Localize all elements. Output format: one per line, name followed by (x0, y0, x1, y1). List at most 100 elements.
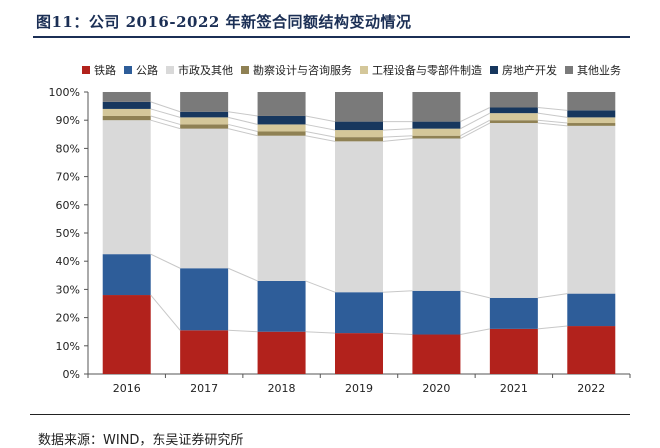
y-tick-label: 50% (56, 227, 80, 240)
bar-segment (567, 92, 616, 111)
series-connector-line (460, 107, 491, 123)
legend-label: 铁路 (94, 64, 116, 77)
series-connector-line (150, 108, 181, 118)
bar-segment (102, 92, 151, 102)
series-connector-line (305, 115, 336, 123)
bar-segment (567, 123, 616, 126)
bar-segment (257, 280, 306, 332)
legend-item: 工程设备与零部件制造 (360, 62, 482, 78)
bar-segment (412, 138, 461, 291)
bar-segment (335, 121, 383, 131)
series-connector-line (150, 115, 181, 125)
legend-item: 房地产开发 (490, 62, 557, 78)
x-tick-label: 2021 (500, 382, 528, 395)
series-connector-line (305, 123, 336, 131)
bar-segment (257, 124, 306, 132)
bar-segment (102, 120, 151, 255)
bar-segment (335, 137, 383, 142)
bar-segment (335, 333, 383, 374)
series-connector-line (305, 331, 336, 334)
legend-swatch (124, 66, 132, 74)
bar-segment (180, 268, 229, 331)
source-rule (30, 414, 630, 415)
bar-segment (257, 92, 306, 116)
series-connector-line (150, 101, 181, 113)
series-connector-line (227, 267, 258, 282)
bar-segment (489, 113, 538, 121)
series-connector-line (305, 130, 336, 138)
x-tick-label: 2018 (268, 382, 296, 395)
series-connector-line (305, 280, 336, 293)
legend-swatch (360, 66, 368, 74)
x-tick-label: 2020 (422, 382, 450, 395)
bar-segment (180, 111, 229, 118)
series-connector-line (228, 123, 258, 132)
series-connector-line (150, 253, 181, 269)
bar-segment (180, 330, 229, 374)
series-connector-line (537, 293, 568, 299)
legend-label: 市政及其他 (178, 64, 233, 77)
bar-segment (257, 115, 306, 125)
bar-segment (412, 92, 461, 122)
bar-segment (102, 295, 151, 374)
bar-segment (180, 117, 229, 125)
series-connector-line (382, 138, 413, 142)
bar-segment (412, 135, 461, 139)
series-connector-line (228, 111, 258, 117)
series-connector-line (460, 328, 490, 336)
series-connector-line (382, 290, 413, 293)
legend-swatch (241, 66, 249, 74)
legend-swatch (82, 66, 90, 74)
bar-segment (567, 117, 616, 124)
bar-segment (180, 92, 229, 112)
figure-title: 图11：公司 2016-2022 年新签合同额结构变动情况 (36, 13, 412, 31)
x-tick-label: 2019 (345, 382, 373, 395)
bar-segment (257, 135, 306, 281)
legend-swatch (565, 66, 573, 74)
bar-segment (489, 120, 538, 124)
series-connector-line (537, 325, 568, 330)
series-connector-line (460, 122, 491, 139)
bar-segment (335, 130, 383, 138)
bar-segment (180, 124, 229, 129)
bar-segment (102, 254, 151, 296)
legend-item: 其他业务 (565, 62, 621, 78)
series-connector-line (537, 119, 568, 124)
bar-segment (489, 297, 538, 329)
source-note: 数据来源：WIND，东吴证券研究所 (38, 433, 244, 448)
bar-segment (412, 334, 461, 374)
series-connector-line (305, 135, 336, 142)
bar-segment (489, 123, 538, 298)
series-connector-line (150, 294, 181, 331)
series-connector-line (382, 128, 413, 131)
legend-label: 房地产开发 (502, 64, 557, 77)
chart-legend: 铁路 公路 市政及其他 勘察设计与咨询服务 工程设备与零部件制造 房地产开发 其他业务 (82, 62, 621, 78)
bar-segment (335, 92, 383, 122)
series-connector-line (537, 107, 568, 111)
bar-segment (489, 107, 538, 114)
legend-item: 勘察设计与咨询服务 (241, 62, 352, 78)
y-tick-label: 60% (56, 199, 80, 212)
series-connector-line (382, 135, 413, 138)
legend-item: 市政及其他 (166, 62, 233, 78)
bar-segment (412, 121, 461, 129)
y-tick-label: 20% (56, 312, 80, 325)
bar-segment (412, 290, 461, 335)
bar-segment (489, 328, 538, 374)
legend-label: 工程设备与零部件制造 (372, 64, 482, 77)
series-connector-line (228, 329, 258, 333)
legend-item: 公路 (124, 62, 158, 78)
series-connector-line (537, 112, 568, 118)
legend-swatch (166, 66, 174, 74)
series-connector-line (460, 119, 491, 137)
bar-segment (102, 101, 151, 109)
bar-segment (489, 92, 538, 108)
bar-segment (567, 293, 616, 327)
bar-segment (102, 108, 151, 116)
legend-item: 铁路 (82, 62, 116, 78)
y-tick-label: 0% (63, 368, 80, 381)
legend-label: 勘察设计与咨询服务 (253, 64, 352, 77)
y-tick-label: 10% (56, 340, 80, 353)
bar-segment (102, 115, 151, 121)
